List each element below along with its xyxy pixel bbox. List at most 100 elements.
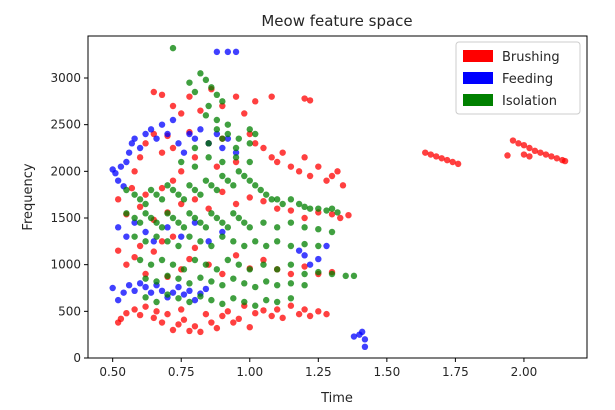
data-point — [142, 238, 149, 245]
data-point — [128, 140, 136, 147]
data-point — [150, 314, 158, 322]
data-point — [268, 93, 275, 100]
data-point — [213, 266, 221, 273]
data-point — [208, 242, 215, 250]
data-point — [263, 296, 270, 304]
data-point — [279, 149, 286, 156]
data-point — [230, 238, 237, 245]
data-point — [131, 254, 138, 261]
data-point — [219, 158, 226, 166]
data-point — [235, 214, 242, 222]
data-point — [301, 240, 308, 248]
data-point — [301, 252, 308, 259]
data-point — [136, 203, 144, 210]
x-tick-label: 0.75 — [168, 365, 195, 379]
data-point — [315, 308, 322, 315]
data-point — [219, 233, 226, 240]
data-point — [328, 205, 336, 212]
data-point — [438, 155, 445, 162]
data-point — [208, 278, 215, 285]
data-point — [197, 107, 204, 114]
data-point — [542, 151, 550, 158]
data-point — [263, 278, 270, 285]
data-point — [273, 282, 281, 289]
data-point — [142, 294, 149, 301]
data-point — [252, 140, 259, 147]
y-axis-ticks: 0 500 1000 1500 2000 2500 3000 — [50, 71, 88, 365]
data-point — [147, 261, 155, 268]
data-point — [301, 224, 308, 231]
data-point — [219, 98, 226, 105]
data-point — [224, 224, 232, 231]
x-axis-label: Time — [320, 391, 353, 406]
data-point — [342, 272, 349, 280]
data-point — [213, 214, 221, 222]
data-point — [197, 191, 204, 198]
data-point — [315, 255, 322, 263]
data-point — [246, 140, 253, 147]
chart-title: Meow feature space — [261, 12, 412, 30]
data-point — [202, 112, 210, 119]
data-point — [186, 182, 193, 189]
data-point — [301, 282, 308, 289]
legend-swatch-feeding — [463, 72, 493, 84]
data-point — [186, 280, 193, 287]
data-point — [186, 287, 193, 294]
data-point — [178, 233, 185, 240]
data-point — [219, 172, 226, 180]
data-point — [117, 315, 125, 322]
data-point — [287, 219, 295, 226]
data-point — [158, 287, 166, 294]
data-point — [230, 182, 237, 189]
data-point — [114, 177, 122, 184]
data-point — [252, 182, 259, 189]
data-point — [315, 205, 322, 212]
data-point — [147, 214, 155, 222]
data-point — [169, 214, 177, 222]
data-point — [315, 163, 322, 170]
data-point — [260, 261, 267, 268]
data-point — [153, 298, 160, 306]
data-point — [150, 88, 158, 96]
data-point — [120, 289, 127, 296]
data-point — [164, 210, 171, 217]
data-point — [224, 130, 232, 138]
data-point — [158, 121, 166, 128]
data-point — [301, 95, 308, 102]
data-point — [197, 219, 204, 226]
data-point — [224, 48, 232, 56]
data-point — [213, 48, 221, 56]
data-point — [315, 268, 322, 276]
data-point — [153, 308, 160, 315]
data-point — [526, 153, 533, 160]
data-point — [219, 300, 226, 308]
legend-swatch-isolation — [463, 94, 493, 106]
data-point — [191, 296, 199, 304]
data-point — [208, 182, 215, 189]
data-point — [232, 149, 240, 156]
data-point — [219, 282, 226, 289]
data-point — [328, 228, 336, 236]
data-point — [301, 270, 308, 278]
data-point — [175, 140, 182, 147]
data-point — [334, 168, 341, 175]
data-point — [136, 219, 144, 226]
data-point — [350, 272, 358, 280]
data-point — [235, 168, 242, 175]
data-point — [306, 261, 314, 268]
data-point — [219, 312, 226, 320]
data-point — [123, 310, 130, 317]
data-point — [548, 153, 555, 160]
data-point — [158, 149, 166, 156]
data-point — [232, 252, 240, 259]
y-tick-label: 2500 — [50, 118, 81, 132]
data-point — [268, 154, 275, 161]
data-point — [323, 310, 330, 318]
data-point — [295, 310, 303, 318]
data-point — [224, 135, 232, 142]
data-point — [169, 186, 177, 194]
data-point — [123, 233, 130, 240]
x-tick-label: 1.50 — [373, 365, 400, 379]
series-feeding — [109, 48, 369, 350]
data-point — [186, 130, 193, 138]
